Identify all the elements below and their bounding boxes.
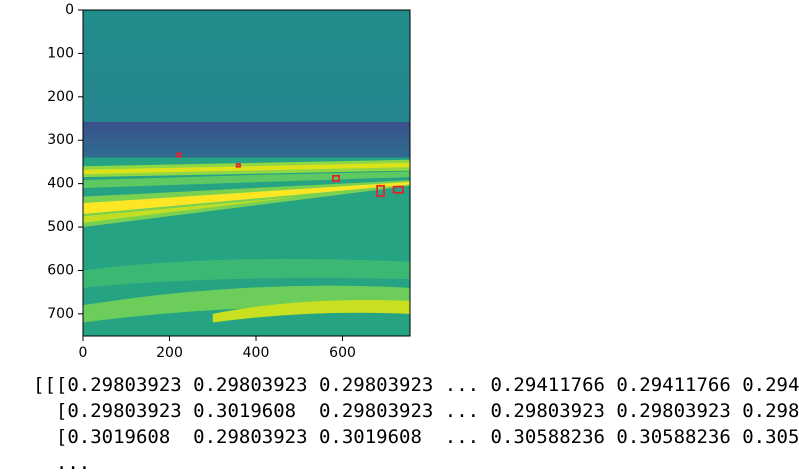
detection-box [332,174,340,182]
y-tick-label: 300 [47,132,74,148]
x-tick-label: 600 [329,345,356,360]
x-tick-label: 200 [156,345,183,360]
y-tick-label: 500 [47,219,74,235]
x-tick-label: 0 [79,345,88,360]
y-tick-label: 200 [47,89,74,105]
y-tick-label: 0 [65,2,74,18]
output-line: [0.3019608 0.29803923 0.3019608 ... 0.30… [33,426,799,448]
detection-box [376,184,385,198]
output-line: [[[0.29803923 0.29803923 0.29803923 ... … [33,374,799,396]
figure: 0 200 400 600 0 100 200 300 400 500 600 700 [47,2,411,361]
detection-box [176,152,182,158]
output-line: [0.29803923 0.3019608 0.29803923 ... 0.2… [33,400,799,422]
printed-array: [[[0.29803923 0.29803923 0.29803923 ... … [33,372,799,473]
y-tick-label: 700 [47,306,74,322]
detection-box [392,185,404,194]
y-tick-label: 400 [47,176,74,192]
x-tick-label: 400 [243,345,270,360]
axes-frame [82,9,411,337]
output-line: ... [33,452,91,473]
image [83,10,410,336]
y-tick-label: 600 [47,262,74,278]
detection-box [235,163,241,168]
y-tick-label: 100 [47,45,74,61]
